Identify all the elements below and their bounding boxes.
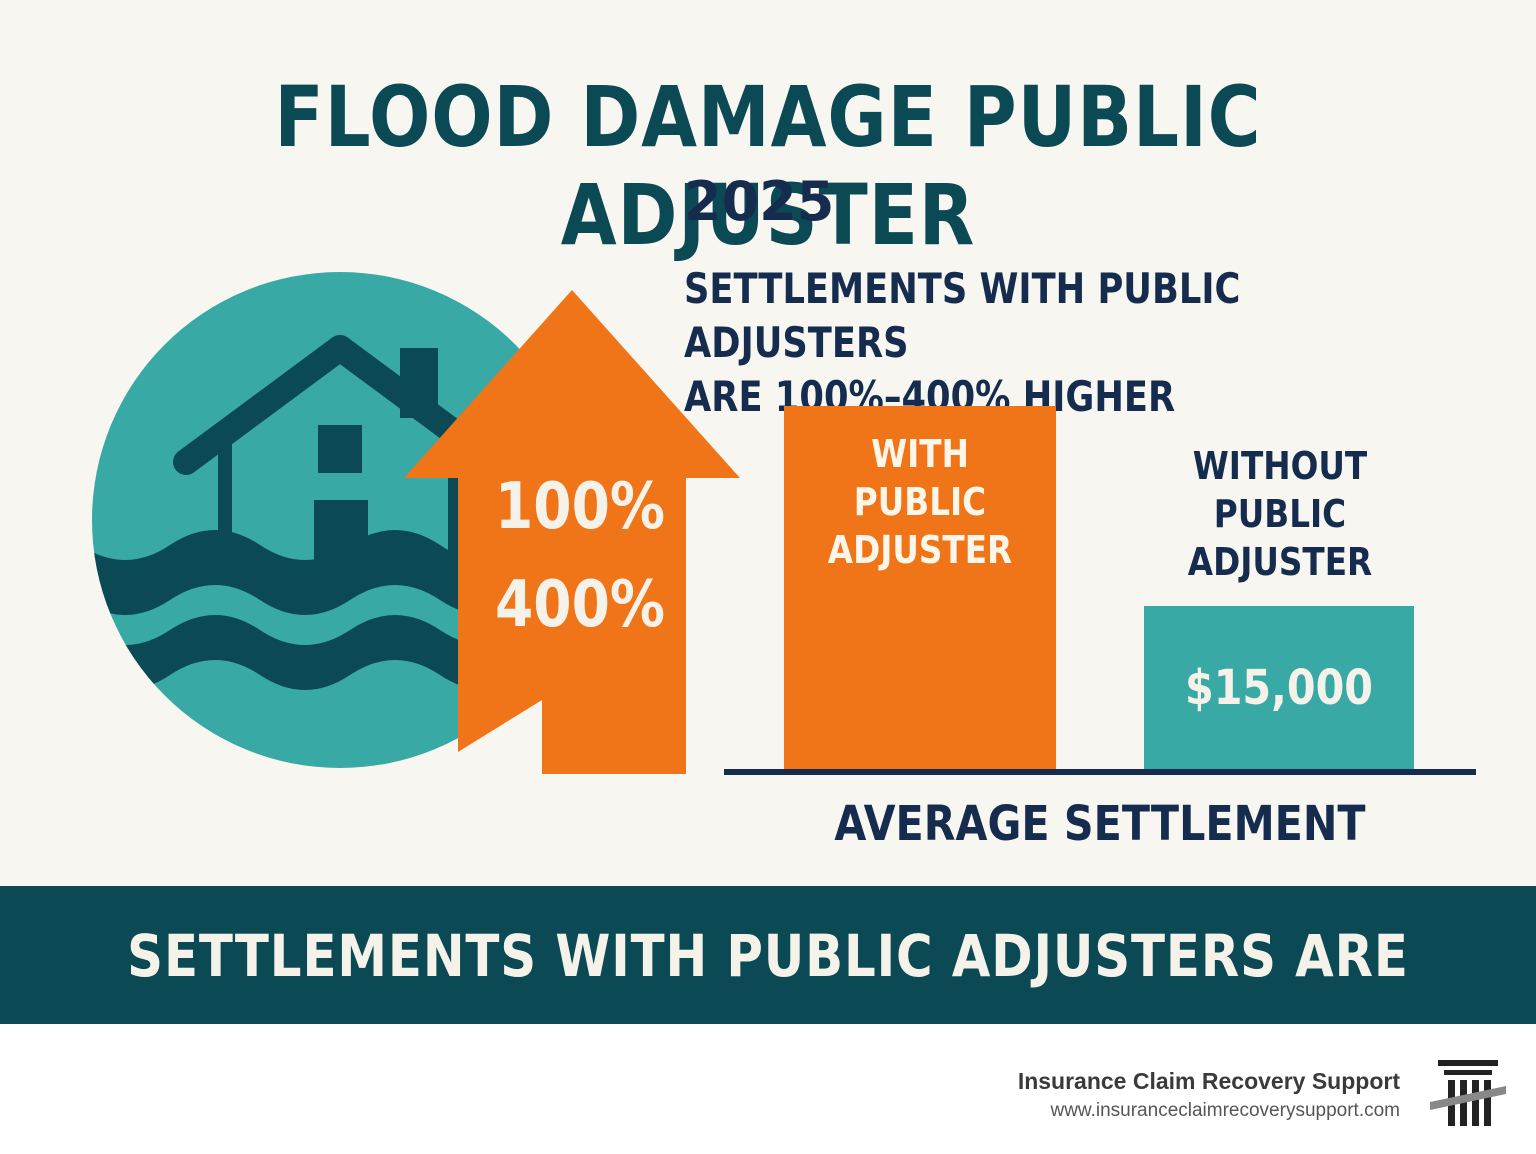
axis-label: AVERAGE SETTLEMENT [834,796,1366,852]
arrow-low-percent: 100% [494,470,666,544]
bar-with-label: WITH PUBLIC ADJUSTER [803,430,1037,574]
page-title: FLOOD DAMAGE PUBLIC ADJUSTER [274,68,1262,264]
bar-with-adjuster [784,406,1056,772]
bottom-banner: SETTLEMENTS WITH PUBLIC ADJUSTERS ARE [0,886,1536,1024]
bar-without-label-line: WITHOUT [1192,444,1368,488]
arrow-high-percent: 400% [494,568,666,642]
bar-without-label-line: PUBLIC [1213,492,1347,536]
up-arrow-icon [404,290,740,774]
headline: SETTLEMENTS WITH PUBLIC ADJUSTERS ARE 10… [684,262,1440,424]
banner-text: SETTLEMENTS WITH PUBLIC ADJUSTERS ARE [127,922,1409,990]
chart-baseline [724,769,1476,775]
column-logo-icon [1430,1060,1506,1126]
bar-without-label-line: ADJUSTER [1187,540,1373,584]
bar-without-value: $15,000 [1184,660,1374,716]
brand-url: www.insuranceclaimrecoverysupport.com [1050,1100,1400,1121]
year-label: 2025 [684,170,835,233]
bar-without-label: WITHOUT PUBLIC ADJUSTER [1163,442,1397,586]
bar-with-label-line: WITH [871,432,969,476]
infographic-graphic [92,272,1476,775]
bar-with-label-line: PUBLIC [853,480,987,524]
bar-without-adjuster [1144,606,1414,772]
headline-line-1: SETTLEMENTS WITH PUBLIC ADJUSTERS [684,264,1241,367]
brand-name: Insurance Claim Recovery Support [1017,1068,1400,1094]
bar-with-label-line: ADJUSTER [827,528,1013,572]
footer: Insurance Claim Recovery Support www.ins… [0,1024,1536,1154]
